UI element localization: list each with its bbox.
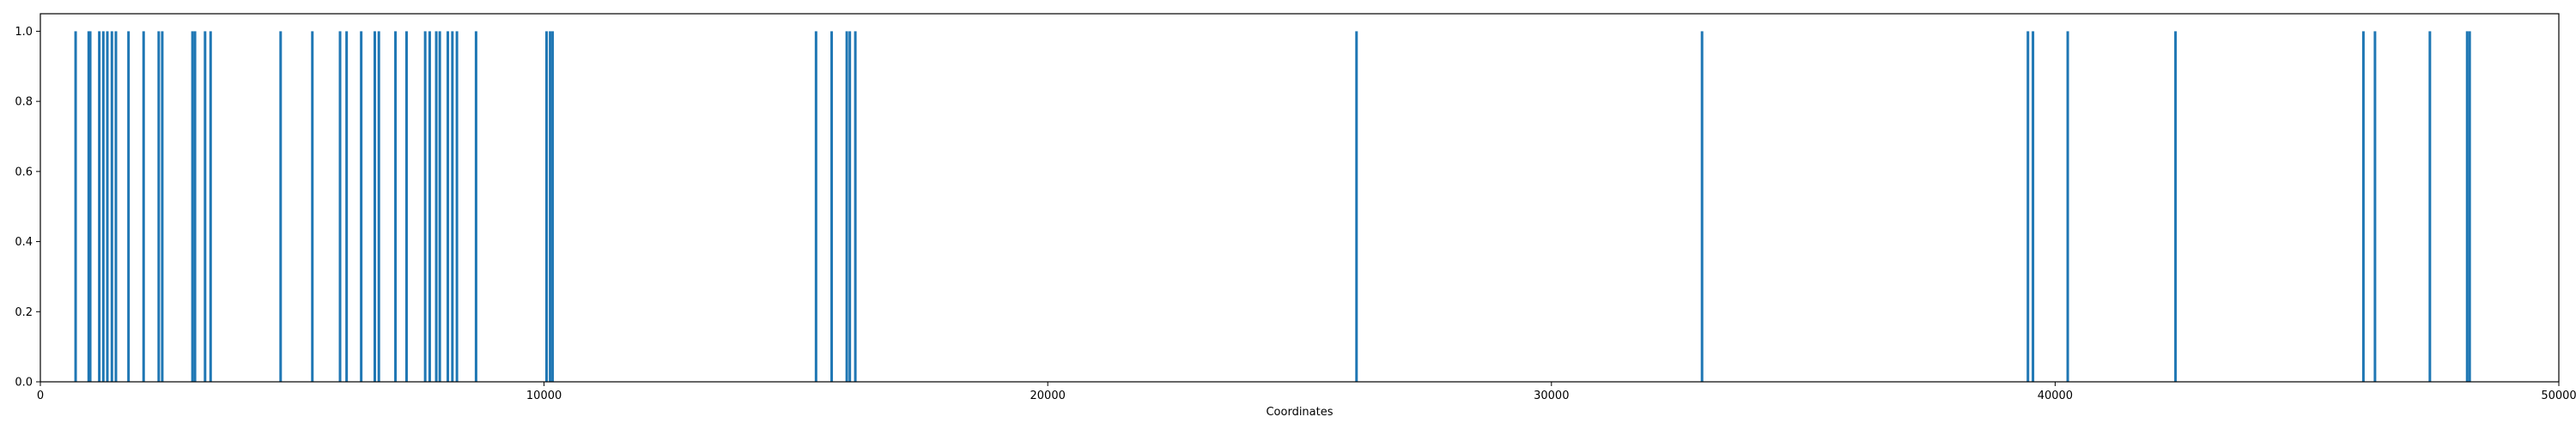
bar [88, 31, 92, 383]
bar [854, 31, 857, 383]
x-axis-label: Coordinates [1266, 406, 1333, 419]
x-tick-label: 30000 [1534, 390, 1569, 402]
bar [848, 31, 852, 383]
bar [157, 31, 161, 383]
bar [98, 31, 101, 383]
bar [311, 31, 314, 383]
y-tick-label: 0.8 [15, 96, 33, 109]
bar [2465, 31, 2469, 383]
bar [2032, 31, 2035, 383]
bar [845, 31, 848, 383]
bar [2428, 31, 2432, 383]
bar [2468, 31, 2471, 383]
x-axis-ticks: 0 10000 20000 30000 40000 50000 [37, 382, 2576, 402]
bar [434, 31, 438, 383]
bar [814, 31, 817, 383]
y-tick-label: 1.0 [15, 26, 33, 39]
bar [428, 31, 431, 383]
bar [204, 31, 207, 383]
bar [101, 31, 105, 383]
bar [1355, 31, 1358, 383]
bar [374, 31, 376, 383]
bar [2026, 31, 2030, 383]
bar [2373, 31, 2377, 383]
x-tick-label: 20000 [1030, 390, 1066, 402]
bar [549, 31, 552, 383]
x-tick-label: 0 [37, 390, 44, 402]
bar [447, 31, 450, 383]
bar [377, 31, 380, 383]
y-tick-label: 0.2 [15, 306, 33, 319]
x-tick-label: 10000 [526, 390, 562, 402]
y-tick-label: 0.0 [15, 377, 33, 390]
bar [127, 31, 131, 383]
bar [345, 31, 349, 383]
plot-frame [39, 13, 2560, 383]
bar [114, 31, 118, 383]
bar [451, 31, 454, 383]
bar [2361, 31, 2365, 383]
bar [87, 31, 90, 383]
bar [404, 31, 408, 383]
bar [193, 31, 197, 383]
bar [438, 31, 441, 383]
bar [423, 31, 427, 383]
bar [2174, 31, 2178, 383]
bar [474, 31, 477, 383]
bar [830, 31, 834, 383]
bar [161, 31, 164, 383]
y-axis-ticks: 0.0 0.2 0.4 0.6 0.8 1.0 [15, 26, 40, 390]
x-tick-label: 50000 [2541, 390, 2576, 402]
bar [106, 31, 109, 383]
bar [142, 31, 145, 383]
bar [1700, 31, 1704, 383]
bar [394, 31, 398, 383]
bar [455, 31, 459, 383]
bars-group [74, 31, 2471, 383]
bar [74, 31, 77, 383]
bar [545, 31, 549, 383]
y-tick-label: 0.6 [15, 166, 33, 178]
bar [209, 31, 212, 383]
bar [551, 31, 555, 383]
bar [110, 31, 113, 383]
bar [279, 31, 283, 383]
bar [360, 31, 363, 383]
bar [191, 31, 194, 383]
bar [2066, 31, 2069, 383]
bar [338, 31, 342, 383]
x-tick-label: 40000 [2038, 390, 2073, 402]
y-tick-label: 0.4 [15, 236, 33, 249]
